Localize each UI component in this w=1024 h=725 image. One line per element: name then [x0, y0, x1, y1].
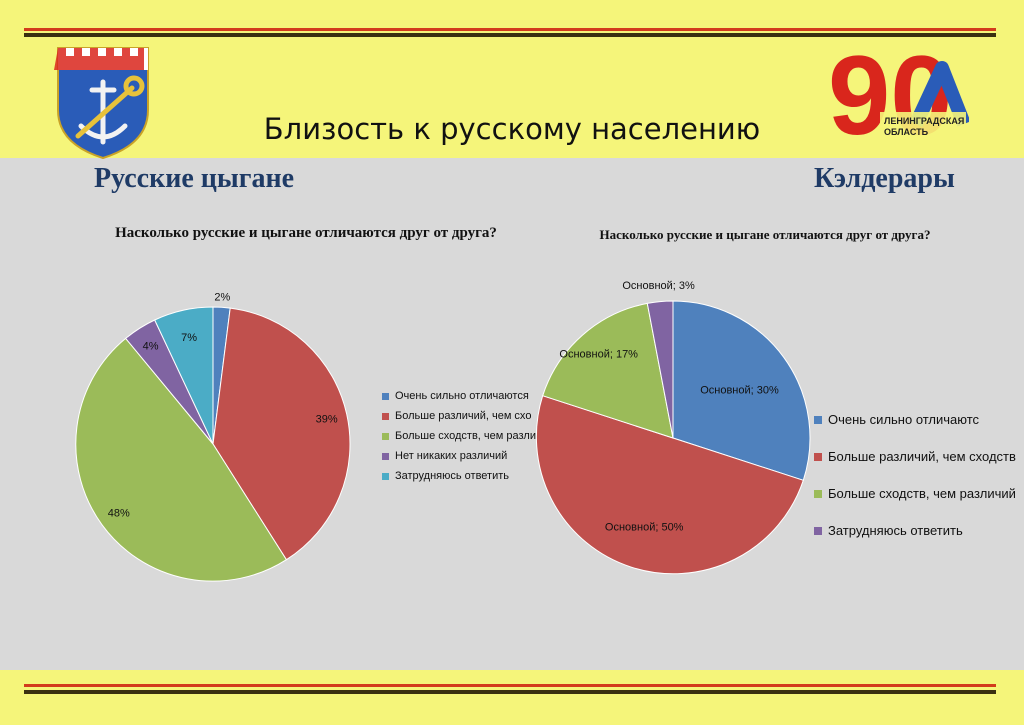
legend-label-0-0: Очень сильно отличаются: [395, 390, 529, 402]
right-chart-title: Насколько русские и цыгане отличаются др…: [599, 227, 931, 242]
pie-data-label-1-2: Основной; 17%: [559, 349, 638, 361]
coat-of-arms-icon: [54, 47, 149, 160]
pie-slice-1-1: [535, 395, 804, 575]
legend-item-1-0: Очень сильно отличаютс: [814, 412, 1019, 427]
bottom-rule-dark: [24, 690, 996, 694]
legend-label-1-2: Больше сходств, чем различий: [828, 486, 1016, 501]
legend-item-0-3: Нет никаких различий: [382, 450, 547, 462]
legend-swatch-1-2: [814, 489, 822, 498]
legend-label-0-1: Больше различий, чем схо: [395, 410, 532, 422]
legend-item-1-1: Больше различий, чем сходств: [814, 449, 1019, 464]
left-group-title: Русские цыгане: [94, 163, 295, 194]
legend-swatch-1-0: [814, 415, 822, 424]
legend-item-0-4: Затрудняюсь ответить: [382, 470, 547, 482]
legend-swatch-0-3: [382, 452, 389, 460]
pie-slice-0-2: [75, 337, 288, 582]
legend-label-0-3: Нет никаких различий: [395, 450, 508, 462]
pie-data-label-1-0: Основной; 30%: [700, 385, 779, 397]
left-chart-title: Насколько русские и цыгане отличаются др…: [115, 225, 497, 241]
pie-slice-0-1: [212, 307, 351, 561]
right-legend: Очень сильно отличаютс Больше различий, ч…: [814, 412, 1019, 560]
legend-label-0-2: Больше сходств, чем разли: [395, 430, 536, 442]
legend-label-0-4: Затрудняюсь ответить: [395, 470, 510, 482]
right-group-title: Кэлдерары: [814, 163, 955, 194]
top-rule-red: [24, 28, 996, 31]
pie-data-label-1-1: Основной; 50%: [605, 522, 684, 534]
legend-swatch-0-0: [382, 392, 389, 400]
pie-data-label-1-3: Основной; 3%: [622, 280, 695, 292]
pie-slice-0-4: [154, 306, 214, 445]
legend-item-0-2: Больше сходств, чем разли: [382, 430, 547, 442]
logo-text-line-2: ОБЛАСТЬ: [884, 127, 929, 137]
legend-swatch-1-1: [814, 452, 822, 461]
legend-item-0-1: Больше различий, чем схо: [382, 410, 547, 422]
legend-label-1-3: Затрудняюсь ответить: [828, 523, 963, 538]
pie-slice-1-2: [542, 302, 674, 439]
pie-data-label-0-3: 4%: [143, 341, 159, 353]
pie-slice-1-3: [646, 300, 674, 439]
slide-title: Близость к русскому населению: [263, 112, 761, 146]
legend-label-1-0: Очень сильно отличаютс: [828, 412, 980, 427]
pie-slice-1-0: [672, 300, 811, 481]
pie-data-label-0-1: 39%: [316, 414, 338, 426]
anniversary-logo: 90 ЛЕНИНГРАДСКАЯ ОБЛАСТЬ: [828, 38, 969, 148]
top-rule-dark: [24, 33, 996, 37]
legend-item-0-0: Очень сильно отличаются: [382, 390, 547, 402]
pie-data-label-0-4: 7%: [181, 332, 197, 344]
bottom-rule-red: [24, 684, 996, 687]
legend-item-1-2: Больше сходств, чем различий: [814, 486, 1019, 501]
legend-swatch-0-4: [382, 472, 389, 480]
legend-swatch-0-2: [382, 432, 389, 440]
logo-text-line-1: ЛЕНИНГРАДСКАЯ: [884, 116, 964, 126]
pie-data-label-0-2: 48%: [108, 507, 130, 519]
pie-data-label-0-0: 2%: [214, 291, 230, 303]
legend-label-1-1: Больше различий, чем сходств: [828, 449, 1016, 464]
legend-item-1-3: Затрудняюсь ответить: [814, 523, 1019, 538]
legend-swatch-1-3: [814, 526, 822, 535]
left-legend: Очень сильно отличаются Больше различий, …: [382, 390, 547, 490]
legend-swatch-0-1: [382, 412, 389, 420]
